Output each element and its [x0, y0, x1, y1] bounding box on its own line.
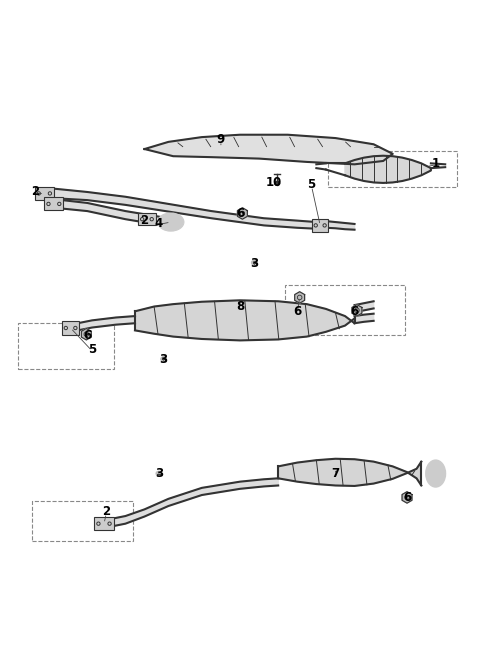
Polygon shape [54, 189, 316, 229]
Ellipse shape [156, 471, 162, 476]
Polygon shape [316, 221, 355, 230]
Polygon shape [73, 316, 135, 331]
Polygon shape [345, 155, 431, 183]
Text: 4: 4 [155, 216, 163, 230]
Text: 1: 1 [432, 157, 440, 170]
Ellipse shape [252, 260, 257, 265]
FancyBboxPatch shape [35, 187, 54, 200]
Text: 6: 6 [293, 305, 301, 318]
Text: 10: 10 [265, 176, 282, 189]
FancyBboxPatch shape [312, 218, 328, 232]
Text: 2: 2 [31, 186, 39, 199]
Text: 2: 2 [141, 214, 149, 227]
Polygon shape [278, 459, 421, 486]
Text: 6: 6 [236, 207, 244, 220]
Text: 6: 6 [350, 305, 359, 318]
Ellipse shape [275, 182, 280, 185]
Ellipse shape [157, 213, 184, 231]
Text: 3: 3 [250, 257, 258, 270]
Polygon shape [82, 329, 91, 340]
Text: 5: 5 [88, 343, 96, 356]
Polygon shape [295, 292, 305, 303]
Polygon shape [54, 199, 168, 226]
Text: 8: 8 [236, 300, 244, 313]
Text: 7: 7 [331, 467, 339, 480]
Text: 3: 3 [159, 352, 168, 365]
Text: 5: 5 [308, 178, 316, 192]
FancyBboxPatch shape [44, 197, 63, 211]
Text: 2: 2 [102, 505, 110, 518]
Polygon shape [352, 304, 362, 316]
FancyBboxPatch shape [62, 321, 79, 335]
Text: 3: 3 [155, 467, 163, 480]
Ellipse shape [161, 357, 167, 361]
Text: 9: 9 [217, 133, 225, 146]
Text: 6: 6 [403, 491, 411, 504]
Polygon shape [355, 301, 373, 312]
Polygon shape [355, 314, 373, 323]
Polygon shape [107, 478, 278, 527]
Polygon shape [238, 208, 247, 219]
Polygon shape [135, 300, 355, 340]
Polygon shape [144, 134, 393, 164]
FancyBboxPatch shape [138, 213, 156, 226]
Polygon shape [402, 492, 412, 503]
FancyBboxPatch shape [94, 517, 114, 530]
Text: 6: 6 [83, 329, 91, 342]
Ellipse shape [426, 461, 445, 487]
